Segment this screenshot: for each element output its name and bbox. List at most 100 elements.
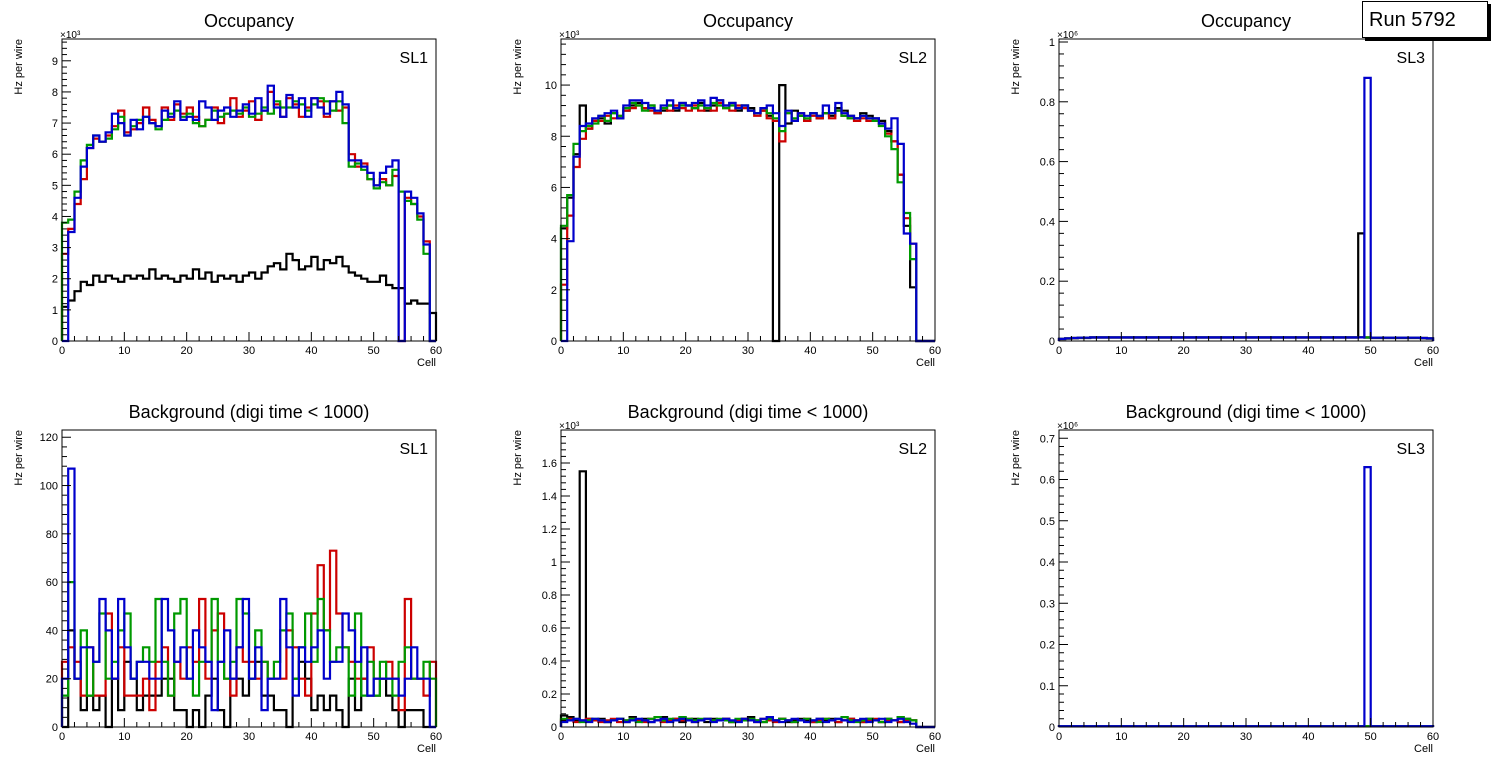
y-tick-label: 1.4 bbox=[542, 491, 557, 503]
y-tick-label: 120 bbox=[40, 432, 58, 444]
y-tick-label: 9 bbox=[52, 56, 58, 68]
run-label: Run 5792 bbox=[1369, 9, 1456, 31]
x-tick-label: 10 bbox=[118, 345, 130, 357]
x-tick-label: 50 bbox=[1365, 731, 1377, 743]
x-tick-label: 20 bbox=[680, 731, 692, 743]
x-tick-label: 60 bbox=[929, 731, 941, 743]
y-tick-label: 0.4 bbox=[1040, 557, 1055, 569]
series-black-line bbox=[60, 252, 438, 341]
x-tick-label: 0 bbox=[558, 731, 564, 743]
series-red-line bbox=[60, 549, 438, 727]
x-tick-label: 40 bbox=[804, 731, 816, 743]
y-tick-label: 2 bbox=[52, 274, 58, 286]
panel-title: Occupancy bbox=[204, 11, 294, 31]
axis-exponent: ×10³ bbox=[60, 30, 81, 41]
panel-title: Background (digi time < 1000) bbox=[129, 402, 370, 422]
y-tick-label: 60 bbox=[46, 577, 58, 589]
axis-exponent: ×10⁶ bbox=[1057, 421, 1078, 432]
x-tick-label: 20 bbox=[181, 731, 193, 743]
x-tick-label: 40 bbox=[804, 345, 816, 357]
y-tick-label: 0 bbox=[1049, 336, 1055, 348]
y-tick-label: 7 bbox=[52, 118, 58, 130]
y-tick-label: 0.6 bbox=[1040, 475, 1055, 487]
y-axis-title: Hz per wire bbox=[1010, 39, 1022, 95]
x-tick-label: 50 bbox=[368, 345, 380, 357]
y-tick-label: 5 bbox=[52, 180, 58, 192]
y-tick-label: 1.2 bbox=[542, 524, 557, 536]
y-tick-label: 0.6 bbox=[1040, 157, 1055, 169]
x-tick-label: 20 bbox=[1178, 345, 1190, 357]
y-tick-label: 0 bbox=[551, 722, 557, 734]
y-tick-label: 8 bbox=[551, 131, 557, 143]
y-tick-label: 8 bbox=[52, 87, 58, 99]
panel-label: SL2 bbox=[899, 50, 928, 67]
y-tick-label: 1 bbox=[52, 305, 58, 317]
y-tick-label: 0.1 bbox=[1040, 681, 1055, 693]
series-blue-line bbox=[559, 716, 935, 729]
y-tick-label: 0.2 bbox=[1040, 640, 1055, 652]
x-tick-label: 20 bbox=[680, 345, 692, 357]
y-axis-title: Hz per wire bbox=[1010, 430, 1022, 486]
panel-title: Background (digi time < 1000) bbox=[628, 402, 869, 422]
y-tick-label: 0.4 bbox=[1040, 216, 1055, 228]
panel-label: SL3 bbox=[1397, 441, 1426, 458]
x-tick-label: 40 bbox=[1302, 345, 1314, 357]
x-axis-title: Cell bbox=[1414, 357, 1433, 369]
x-tick-label: 50 bbox=[1365, 345, 1377, 357]
x-tick-label: 30 bbox=[742, 731, 754, 743]
panel-title: Occupancy bbox=[703, 11, 793, 31]
x-tick-label: 40 bbox=[305, 345, 317, 357]
panel-bkg-sl1: Background (digi time < 1000) SL1 Cell Hz p… bbox=[13, 402, 442, 755]
y-tick-label: 1 bbox=[551, 557, 557, 569]
x-tick-label: 30 bbox=[243, 345, 255, 357]
x-tick-label: 30 bbox=[1240, 731, 1252, 743]
x-tick-label: 10 bbox=[1115, 731, 1127, 743]
x-tick-label: 60 bbox=[430, 345, 442, 357]
y-tick-label: 4 bbox=[551, 234, 557, 246]
y-axis-title: Hz per wire bbox=[512, 430, 524, 486]
x-tick-label: 60 bbox=[929, 345, 941, 357]
x-tick-label: 0 bbox=[59, 345, 65, 357]
y-tick-label: 0.6 bbox=[542, 623, 557, 635]
y-tick-label: 4 bbox=[52, 211, 58, 223]
x-tick-label: 40 bbox=[1302, 731, 1314, 743]
x-tick-label: 0 bbox=[59, 731, 65, 743]
y-tick-label: 20 bbox=[46, 674, 58, 686]
y-tick-label: 6 bbox=[551, 182, 557, 194]
panel-label: SL2 bbox=[899, 441, 928, 458]
panel-bkg-sl2: Background (digi time < 1000) SL2 Cell Hz p… bbox=[512, 402, 941, 755]
y-axis-title: Hz per wire bbox=[512, 39, 524, 95]
y-tick-label: 0.3 bbox=[1040, 598, 1055, 610]
panel-label: SL1 bbox=[400, 441, 429, 458]
run-label-box: Run 5792 bbox=[1362, 1, 1488, 38]
y-tick-label: 0.5 bbox=[1040, 516, 1055, 528]
axis-exponent: ×10³ bbox=[559, 30, 580, 41]
series-blue-line bbox=[60, 467, 436, 729]
x-tick-label: 0 bbox=[558, 345, 564, 357]
y-tick-label: 0 bbox=[52, 722, 58, 734]
axis-exponent: ×10⁶ bbox=[1057, 30, 1078, 41]
x-tick-label: 30 bbox=[243, 731, 255, 743]
x-tick-label: 60 bbox=[1427, 345, 1439, 357]
panel-label: SL1 bbox=[400, 50, 429, 67]
x-tick-label: 0 bbox=[1056, 731, 1062, 743]
x-axis-title: Cell bbox=[417, 743, 436, 755]
series-blue-line bbox=[62, 84, 436, 343]
y-tick-label: 0.2 bbox=[542, 689, 557, 701]
x-tick-label: 50 bbox=[867, 345, 879, 357]
x-tick-label: 30 bbox=[1240, 345, 1252, 357]
x-tick-label: 60 bbox=[430, 731, 442, 743]
x-axis-title: Cell bbox=[1414, 743, 1433, 755]
x-tick-label: 20 bbox=[181, 345, 193, 357]
panel-title: Background (digi time < 1000) bbox=[1126, 402, 1367, 422]
x-tick-label: 0 bbox=[1056, 345, 1062, 357]
panel-bkg-sl3: Background (digi time < 1000) SL3 Cell Hz p… bbox=[1010, 402, 1439, 755]
x-tick-label: 60 bbox=[1427, 731, 1439, 743]
y-tick-label: 0 bbox=[551, 336, 557, 348]
x-axis-title: Cell bbox=[916, 357, 935, 369]
x-tick-label: 10 bbox=[617, 731, 629, 743]
x-axis-title: Cell bbox=[916, 743, 935, 755]
